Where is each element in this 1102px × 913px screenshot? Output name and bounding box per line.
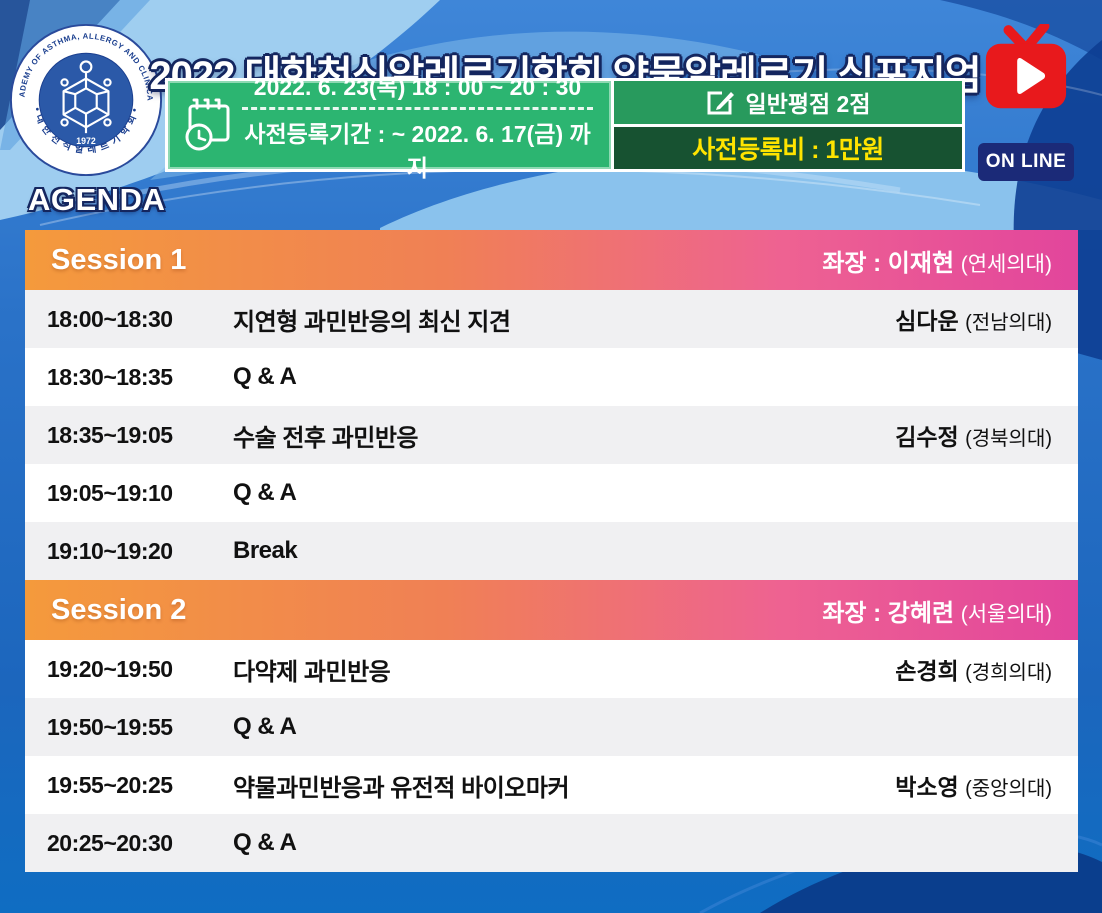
- row-topic: Q & A: [233, 479, 297, 506]
- chair-affiliation: (서울의대): [960, 602, 1052, 626]
- tv-play-icon: [985, 21, 1067, 109]
- chair-affiliation: (연세의대): [960, 252, 1052, 276]
- event-datetime-text: 2022. 6. 23(목) 18 : 00 ~ 20 : 30 사전등록기간 …: [234, 68, 601, 183]
- speaker-affiliation: (전남의대): [965, 312, 1052, 334]
- speaker-affiliation: (중앙의대): [965, 778, 1052, 800]
- registration-period-line: 사전등록기간 : ~ 2022. 6. 17(금) 까지: [244, 120, 591, 181]
- row-speaker: 김수정 (경북의대): [895, 418, 1052, 452]
- table-row: 19:55~20:25 약물과민반응과 유전적 바이오마커 박소영 (중앙의대): [25, 756, 1078, 814]
- row-speaker: 손경희 (경희의대): [895, 652, 1052, 686]
- agenda-heading: AGENDA: [28, 182, 166, 217]
- event-date-line: 2022. 6. 23(목) 18 : 00 ~ 20 : 30: [253, 73, 582, 100]
- online-badge: ON LINE: [978, 143, 1074, 181]
- row-topic: 약물과민반응과 유전적 바이오마커: [233, 774, 570, 802]
- event-datetime-box: 2022. 6. 23(목) 18 : 00 ~ 20 : 30 사전등록기간 …: [168, 74, 611, 181]
- row-time: 20:25~20:30: [47, 829, 173, 856]
- row-topic: Break: [233, 537, 298, 564]
- credit-label: 일반평점 2점: [745, 91, 871, 118]
- edit-pencil-icon: [707, 91, 734, 115]
- row-time: 18:00~18:30: [47, 305, 173, 332]
- session-label: Session 1: [51, 243, 187, 276]
- row-topic: 수술 전후 과민반응: [233, 424, 418, 452]
- speaker-name: 박소영: [895, 774, 966, 800]
- speaker-affiliation: (경희의대): [965, 662, 1052, 684]
- table-row: 19:10~19:20 Break: [25, 522, 1078, 580]
- session-chair: 좌장 : 강혜련 (서울의대): [822, 593, 1052, 628]
- chair-name: 좌장 : 강혜련: [822, 599, 961, 627]
- svg-text:1972: 1972: [76, 136, 96, 146]
- table-row: 19:05~19:10 Q & A: [25, 464, 1078, 522]
- chair-name: 좌장 : 이재현: [822, 249, 961, 277]
- row-time: 19:10~19:20: [47, 537, 173, 564]
- row-topic: 다약제 과민반응: [233, 658, 391, 686]
- session-chair: 좌장 : 이재현 (연세의대): [822, 243, 1052, 278]
- table-row: 20:25~20:30 Q & A: [25, 814, 1078, 872]
- session-label: Session 2: [51, 593, 187, 626]
- speaker-name: 김수정: [895, 424, 966, 450]
- speaker-affiliation: (경북의대): [965, 428, 1052, 450]
- row-time: 18:30~18:35: [47, 363, 173, 390]
- table-row: 18:00~18:30 지연형 과민반응의 최신 지견 심다운 (전남의대): [25, 290, 1078, 348]
- row-topic: Q & A: [233, 829, 297, 856]
- row-topic: Q & A: [233, 363, 297, 390]
- session-header: Session 2 좌장 : 강혜련 (서울의대): [25, 580, 1078, 640]
- online-broadcast-group: ON LINE: [978, 21, 1074, 181]
- academy-logo-icon: THE KOREAN ACADEMY OF ASTHMA, ALLERGY AN…: [4, 15, 163, 177]
- row-time: 19:05~19:10: [47, 479, 173, 506]
- dashed-divider: [242, 106, 593, 110]
- fee-box: 사전등록비 : 1만원: [614, 126, 962, 169]
- academy-logo-badge: THE KOREAN ACADEMY OF ASTHMA, ALLERGY AN…: [4, 15, 164, 178]
- table-row: 19:50~19:55 Q & A: [25, 698, 1078, 756]
- agenda-table: Session 1 좌장 : 이재현 (연세의대) 18:00~18:30 지연형 과…: [25, 230, 1078, 872]
- row-time: 19:20~19:50: [47, 655, 173, 682]
- row-time: 19:55~20:25: [47, 771, 173, 798]
- row-time: 18:35~19:05: [47, 421, 173, 448]
- table-row: 19:20~19:50 다약제 과민반응 손경희 (경희의대): [25, 640, 1078, 698]
- row-speaker: 박소영 (중앙의대): [895, 768, 1052, 802]
- speaker-name: 심다운: [895, 308, 966, 334]
- event-info-group: 2022. 6. 23(목) 18 : 00 ~ 20 : 30 사전등록기간 …: [165, 74, 965, 181]
- row-topic: Q & A: [233, 713, 297, 740]
- row-speaker: 심다운 (전남의대): [895, 302, 1052, 336]
- row-topic: 지연형 과민반응의 최신 지견: [233, 308, 511, 336]
- calendar-clock-icon: [185, 98, 230, 151]
- table-row: 18:30~18:35 Q & A: [25, 348, 1078, 406]
- credit-box: 일반평점 2점: [614, 81, 962, 124]
- row-time: 19:50~19:55: [47, 713, 173, 740]
- table-row: 18:35~19:05 수술 전후 과민반응 김수정 (경북의대): [25, 406, 1078, 464]
- speaker-name: 손경희: [895, 658, 966, 684]
- session-header: Session 1 좌장 : 이재현 (연세의대): [25, 230, 1078, 290]
